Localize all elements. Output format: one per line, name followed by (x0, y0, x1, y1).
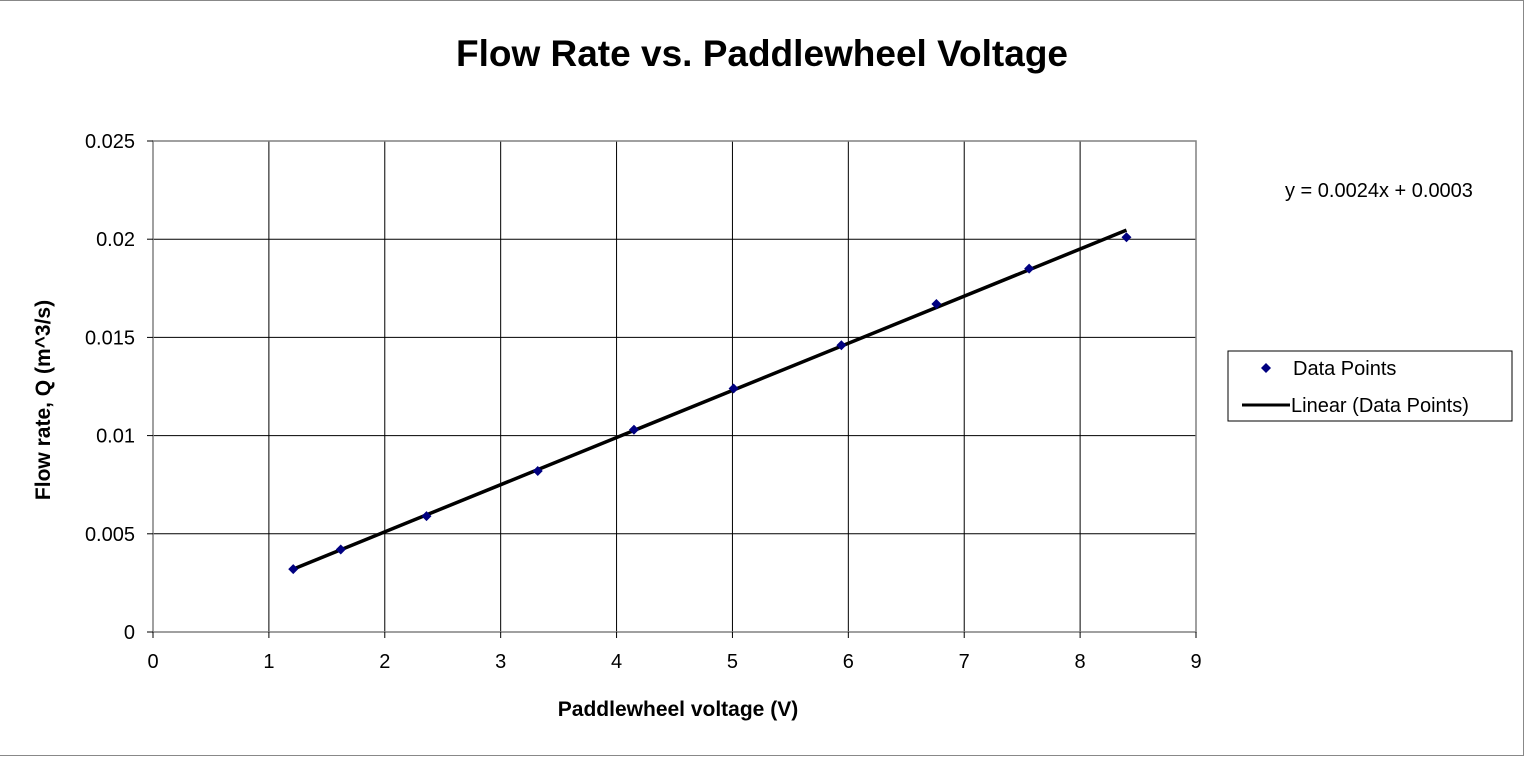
axes: 0 1 2 3 4 5 6 7 8 9 0 0.005 0.01 0.015 0.02 0.025 (85, 131, 1202, 673)
x-tick-label: 7 (959, 651, 970, 673)
x-tick-label: 0 (147, 651, 158, 673)
data-point (931, 299, 942, 310)
x-tick-label: 8 (1075, 651, 1086, 673)
data-point (421, 511, 432, 522)
data-point (532, 465, 543, 476)
trendline-path (292, 228, 1128, 571)
x-tick-label: 3 (495, 651, 506, 673)
y-tick-label: 0.02 (96, 229, 135, 251)
legend-marker-diamond (1261, 363, 1271, 373)
data-point (1121, 232, 1132, 243)
data-point (628, 424, 639, 435)
y-tick-label: 0.01 (96, 426, 135, 448)
y-tick-label: 0 (124, 622, 135, 644)
x-tick-label: 5 (727, 651, 738, 673)
data-point (335, 544, 346, 555)
x-tick-label: 2 (379, 651, 390, 673)
data-point (728, 383, 739, 394)
x-tick-label: 4 (611, 651, 622, 673)
legend-label-data-points: Data Points (1293, 358, 1396, 380)
trendline (292, 228, 1128, 571)
trendline-equation: y = 0.0024x + 0.0003 (1285, 180, 1473, 202)
x-axis-label: Paddlewheel voltage (V) (558, 698, 798, 721)
gridlines (152, 140, 1197, 633)
data-point (288, 564, 299, 575)
y-tick-label: 0.025 (85, 131, 135, 153)
data-points (288, 232, 1132, 575)
legend: Data Points Linear (Data Points) (1227, 350, 1513, 422)
y-tick-label: 0.015 (85, 327, 135, 349)
data-point (836, 340, 847, 351)
y-tick-label: 0.005 (85, 524, 135, 546)
plot-area (152, 140, 1197, 633)
x-tick-label: 6 (843, 651, 854, 673)
x-tick-label: 9 (1190, 651, 1201, 673)
legend-label-linear: Linear (Data Points) (1291, 395, 1469, 417)
data-point (1024, 263, 1035, 274)
x-tick-label: 1 (263, 651, 274, 673)
y-axis-label: Flow rate, Q (m^3/s) (32, 300, 55, 500)
legend-box (1227, 350, 1513, 422)
chart-title: Flow Rate vs. Paddlewheel Voltage (456, 33, 1068, 74)
